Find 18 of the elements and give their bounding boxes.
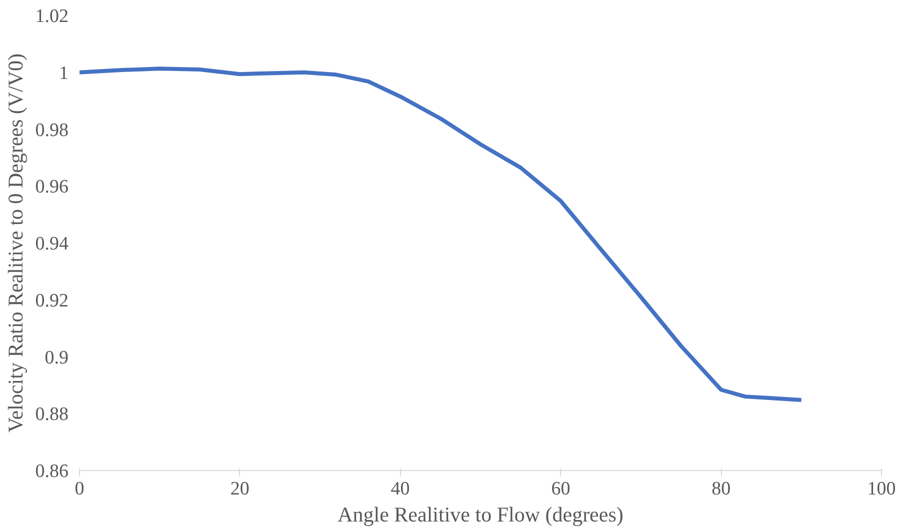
y-tick-label: 1 xyxy=(59,62,68,84)
y-tick-label: 0.86 xyxy=(35,461,68,482)
y-tick-label: 0.88 xyxy=(35,404,68,426)
y-tick-label: 0.96 xyxy=(35,176,68,198)
x-tick-label: 60 xyxy=(551,478,570,500)
y-tick-label: 0.98 xyxy=(35,120,68,141)
x-tick-label: 80 xyxy=(712,478,731,500)
y-tick-label: 0.92 xyxy=(35,290,68,312)
y-tick-label: 0.94 xyxy=(35,234,69,254)
y-axis-title: Velocity Ratio Realitive to 0 Degrees (V/V0) xyxy=(3,53,28,433)
line-series xyxy=(80,66,804,402)
x-tick-label: 100 xyxy=(867,478,896,500)
x-axis-title: Angle Realitive to Flow (degrees) xyxy=(338,502,624,526)
x-tick-label: 0 xyxy=(74,478,84,500)
y-tick-label: 1.02 xyxy=(35,6,68,27)
x-tick-label: 20 xyxy=(230,478,250,500)
x-tick-label: 40 xyxy=(390,478,410,500)
y-tick-label: 0.9 xyxy=(44,347,68,368)
